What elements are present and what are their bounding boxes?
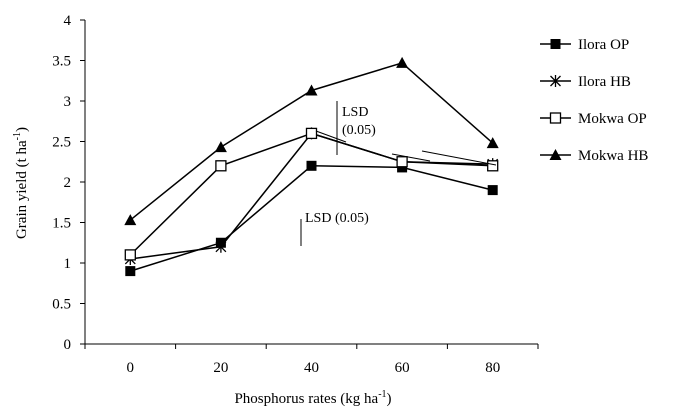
legend-marker	[550, 75, 561, 87]
series-line	[129, 132, 493, 256]
y-tick-label: 1	[64, 256, 72, 272]
x-ticks: 0 20 40 60 80	[84, 344, 539, 376]
y-ticks: 0 0.5 1 1.5 2 2.5 3 3.5 4	[52, 13, 85, 353]
x-tick-label: 80	[485, 360, 500, 376]
y-axis-title: Grain yield (t ha-1)	[12, 127, 30, 239]
series-layer	[124, 56, 499, 277]
data-point	[215, 240, 227, 253]
y-tick-label: 2	[64, 175, 72, 191]
lsd-upper-annotation: LSD (0.05)	[336, 101, 376, 155]
x-tick-label: 40	[304, 360, 319, 376]
data-point	[305, 127, 318, 140]
series-ilora-hb	[124, 127, 499, 265]
legend-item: Ilora HB	[540, 74, 631, 90]
y-tick-label: 1.5	[52, 216, 71, 232]
legend-item: Ilora OP	[540, 37, 629, 53]
legend-label: Ilora HB	[578, 74, 631, 90]
x-tick-label: 0	[127, 360, 135, 376]
data-point	[396, 156, 408, 168]
data-point	[215, 160, 227, 172]
data-point	[486, 137, 499, 149]
legend-label: Ilora OP	[578, 37, 629, 53]
y-tick-label: 4	[64, 13, 72, 29]
legend: Ilora OP Ilora HB Mokwa OP Mokwa HB	[540, 37, 648, 164]
y-tick-label: 0	[64, 337, 72, 353]
series-mokwa-op	[124, 127, 499, 261]
legend-item: Mokwa HB	[540, 148, 648, 164]
data-point	[124, 249, 136, 261]
data-point	[214, 141, 227, 153]
legend-marker	[549, 112, 562, 124]
legend-label: Mokwa HB	[578, 148, 648, 164]
x-tick-label: 20	[213, 360, 228, 376]
lsd-lower-label: LSD (0.05)	[305, 211, 369, 226]
legend-item: Mokwa OP	[540, 111, 647, 127]
data-point	[305, 84, 318, 96]
legend-marker	[550, 39, 561, 49]
connector-60-80-a	[391, 153, 431, 162]
data-point	[306, 160, 317, 171]
y-tick-label: 0.5	[52, 297, 71, 313]
x-tick-label: 60	[395, 360, 410, 376]
y-tick-label: 3.5	[52, 54, 71, 70]
series-line	[130, 132, 493, 260]
data-point	[487, 160, 499, 172]
data-point	[125, 266, 136, 277]
lsd-upper-label-line-2: (0.05)	[342, 123, 376, 138]
legend-label: Mokwa OP	[578, 111, 647, 127]
lsd-lower-annotation: LSD (0.05)	[300, 211, 369, 246]
lsd-upper-label-line-1: LSD	[342, 105, 368, 120]
axes: 0 0.5 1 1.5 2 2.5 3 3.5 4 0 20 40 60 80	[52, 13, 539, 376]
y-tick-label: 2.5	[52, 135, 71, 151]
series-mokwa-hb	[124, 56, 499, 226]
data-point	[396, 56, 409, 68]
x-axis-title: Phosphorus rates (kg ha-1)	[234, 389, 391, 407]
y-tick-label: 3	[64, 94, 72, 110]
connector-60-80-b	[421, 150, 497, 166]
legend-marker	[549, 149, 562, 160]
data-point	[487, 185, 498, 196]
connector-40-60-a	[315, 130, 347, 143]
lsd-annotations: LSD (0.05) LSD (0.05)	[300, 101, 497, 246]
data-point	[124, 214, 137, 226]
